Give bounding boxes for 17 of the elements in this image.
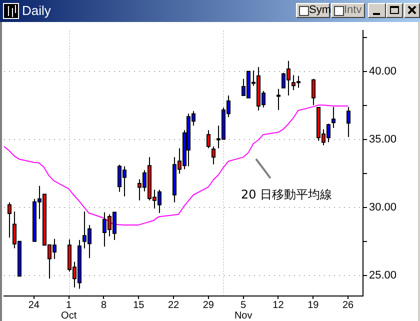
y-tick-label: 35.00 — [369, 134, 397, 146]
x-tick-label: 1 Oct — [61, 300, 77, 321]
text: 20 日移動平均線 — [240, 187, 332, 202]
x-tick-label: 22 — [168, 300, 180, 311]
x-tick-label: 24 — [28, 300, 40, 311]
x-tick-label: 29 — [202, 300, 214, 311]
x-tick-label: 5 Nov — [234, 300, 252, 321]
text: Intv — [344, 4, 362, 17]
chart-title: Daily — [22, 3, 51, 18]
x-tick-label: 15 — [133, 300, 145, 311]
y-tick-label: 25.00 — [369, 270, 397, 282]
y-tick-label: 30.00 — [369, 202, 397, 214]
x-tick-label: 12 — [272, 300, 284, 311]
x-tick-label: 26 — [342, 300, 354, 311]
x-tick-label: 8 — [100, 300, 107, 311]
x-tick-label: 19 — [308, 300, 320, 311]
y-tick-label: 40.00 — [369, 65, 397, 78]
